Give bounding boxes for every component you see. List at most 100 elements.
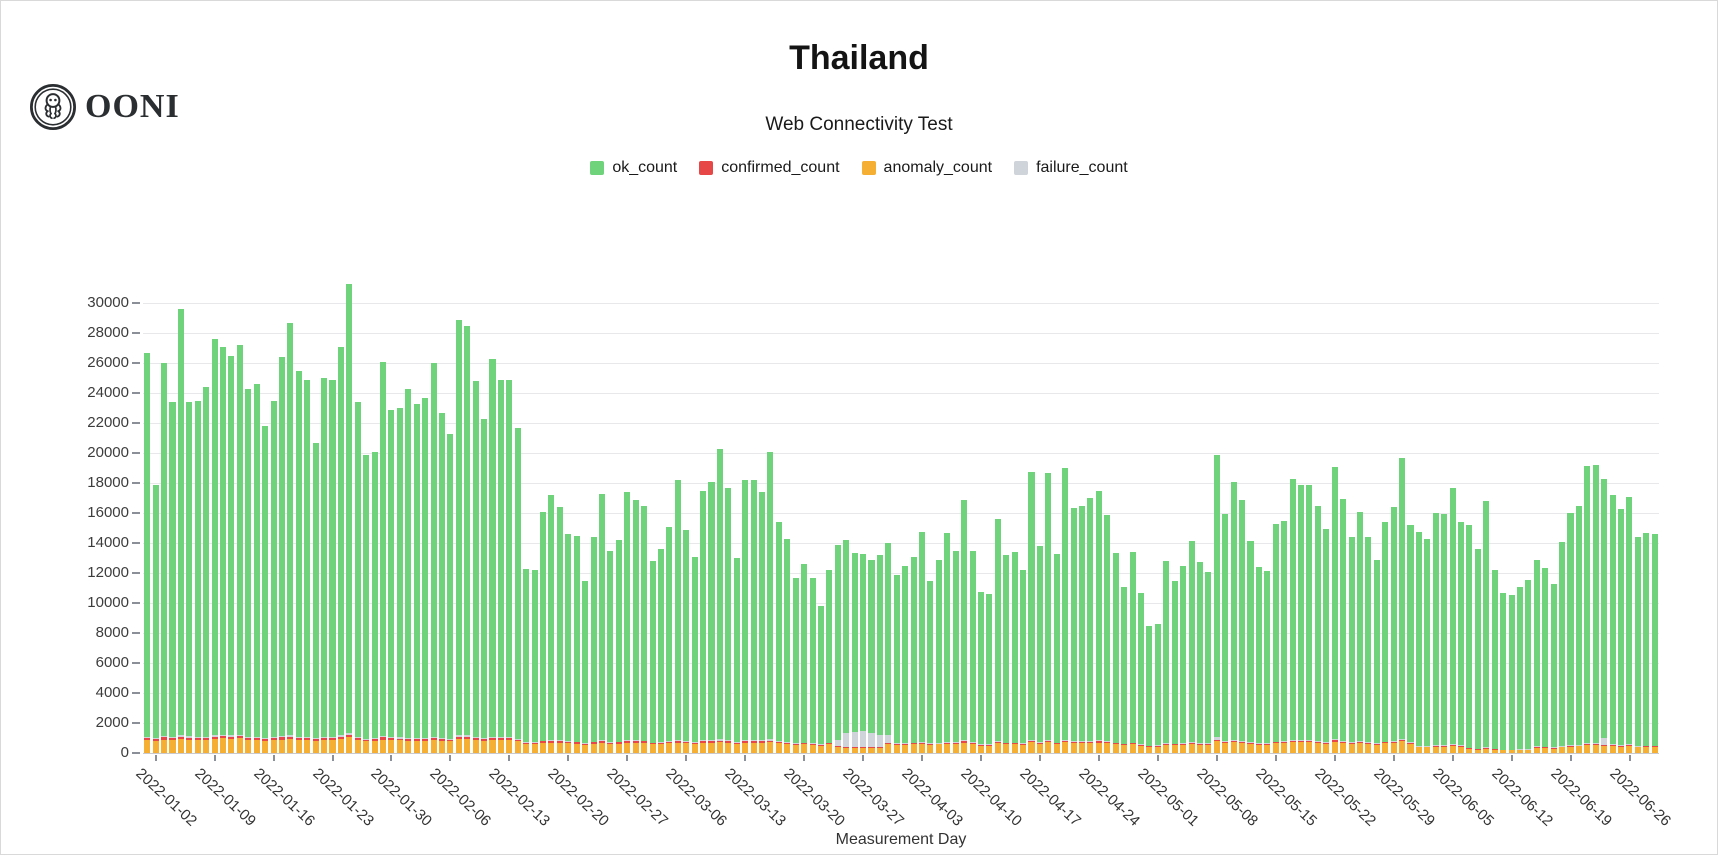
stacked-bar-day-96[interactable] <box>952 551 959 753</box>
stacked-bar-day-179[interactable] <box>1651 534 1658 753</box>
stacked-bar-day-24[interactable] <box>346 283 353 753</box>
stacked-bar-day-36[interactable] <box>447 433 454 753</box>
stacked-bar-day-134[interactable] <box>1272 523 1279 753</box>
stacked-bar-day-168[interactable] <box>1559 541 1566 753</box>
stacked-bar-day-20[interactable] <box>312 442 319 753</box>
stacked-bar-day-9[interactable] <box>219 346 227 753</box>
stacked-bar-day-52[interactable] <box>582 580 589 753</box>
stacked-bar-day-77[interactable] <box>792 577 799 753</box>
stacked-bar-day-34[interactable] <box>430 363 437 753</box>
stacked-bar-day-164[interactable] <box>1525 580 1532 753</box>
stacked-bar-day-42[interactable] <box>497 379 504 753</box>
stacked-bar-day-138[interactable] <box>1306 485 1313 753</box>
stacked-bar-day-4[interactable] <box>177 309 184 753</box>
stacked-bar-day-153[interactable] <box>1432 513 1439 753</box>
stacked-bar-day-39[interactable] <box>472 381 479 753</box>
stacked-bar-day-89[interactable] <box>893 575 900 753</box>
stacked-bar-day-61[interactable] <box>657 549 664 753</box>
stacked-bar-day-79[interactable] <box>809 577 816 753</box>
stacked-bar-day-2[interactable] <box>161 363 168 753</box>
stacked-bar-day-162[interactable] <box>1508 594 1515 753</box>
stacked-bar-day-81[interactable] <box>826 570 833 753</box>
stacked-bar-day-156[interactable] <box>1458 522 1465 753</box>
stacked-bar-day-54[interactable] <box>598 493 606 753</box>
stacked-bar-day-125[interactable] <box>1196 561 1203 753</box>
stacked-bar-day-111[interactable] <box>1079 505 1086 753</box>
stacked-bar-day-26[interactable] <box>363 454 370 753</box>
stacked-bar-day-121[interactable] <box>1163 561 1170 753</box>
stacked-bar-day-151[interactable] <box>1415 531 1422 753</box>
stacked-bar-day-149[interactable] <box>1399 457 1406 753</box>
stacked-bar-day-145[interactable] <box>1365 537 1372 753</box>
stacked-bar-day-133[interactable] <box>1264 570 1271 753</box>
stacked-bar-day-127[interactable] <box>1213 455 1220 753</box>
legend-item-ok_count[interactable]: ok_count <box>590 159 677 177</box>
stacked-bar-day-129[interactable] <box>1230 481 1237 753</box>
stacked-bar-day-28[interactable] <box>380 361 387 753</box>
stacked-bar-day-23[interactable] <box>337 346 344 753</box>
stacked-bar-day-17[interactable] <box>287 322 294 753</box>
stacked-bar-day-57[interactable] <box>624 492 631 753</box>
legend-item-anomaly_count[interactable]: anomaly_count <box>861 159 992 177</box>
stacked-bar-day-136[interactable] <box>1289 478 1296 753</box>
stacked-bar-day-131[interactable] <box>1247 540 1254 753</box>
stacked-bar-day-1[interactable] <box>152 484 159 753</box>
stacked-bar-day-90[interactable] <box>902 565 909 753</box>
stacked-bar-day-5[interactable] <box>186 402 193 753</box>
stacked-bar-day-118[interactable] <box>1137 593 1145 753</box>
legend-item-failure_count[interactable]: failure_count <box>1014 159 1128 177</box>
stacked-bar-day-12[interactable] <box>245 388 252 753</box>
stacked-bar-day-60[interactable] <box>649 561 656 753</box>
stacked-bar-day-68[interactable] <box>716 448 723 753</box>
stacked-bar-day-154[interactable] <box>1441 514 1448 753</box>
stacked-bar-day-123[interactable] <box>1180 565 1187 753</box>
stacked-bar-day-173[interactable] <box>1601 478 1608 753</box>
stacked-bar-day-132[interactable] <box>1255 567 1262 753</box>
stacked-bar-day-11[interactable] <box>236 345 243 753</box>
stacked-bar-day-169[interactable] <box>1567 513 1574 753</box>
stacked-bar-day-44[interactable] <box>514 427 521 753</box>
stacked-bar-day-69[interactable] <box>725 487 732 753</box>
stacked-bar-day-99[interactable] <box>977 591 984 753</box>
stacked-bar-day-120[interactable] <box>1154 624 1161 753</box>
stacked-bar-day-113[interactable] <box>1095 490 1102 753</box>
stacked-bar-day-62[interactable] <box>666 526 673 753</box>
stacked-bar-day-82[interactable] <box>834 544 841 753</box>
stacked-bar-day-21[interactable] <box>321 378 328 753</box>
stacked-bar-day-55[interactable] <box>607 550 614 753</box>
stacked-bar-day-102[interactable] <box>1003 555 1010 753</box>
stacked-bar-day-165[interactable] <box>1533 559 1540 753</box>
stacked-bar-day-40[interactable] <box>481 418 488 753</box>
stacked-bar-day-71[interactable] <box>742 480 749 753</box>
stacked-bar-day-97[interactable] <box>961 499 968 753</box>
stacked-bar-day-41[interactable] <box>489 358 496 753</box>
stacked-bar-day-31[interactable] <box>405 388 412 753</box>
stacked-bar-day-19[interactable] <box>304 379 311 753</box>
stacked-bar-day-80[interactable] <box>817 606 824 753</box>
stacked-bar-day-8[interactable] <box>211 339 218 753</box>
stacked-bar-day-75[interactable] <box>775 522 782 753</box>
stacked-bar-day-148[interactable] <box>1390 507 1397 753</box>
stacked-bar-day-37[interactable] <box>455 319 462 753</box>
stacked-bar-day-163[interactable] <box>1516 587 1523 753</box>
stacked-bar-day-6[interactable] <box>194 400 201 753</box>
stacked-bar-day-171[interactable] <box>1584 465 1591 753</box>
stacked-bar-day-144[interactable] <box>1356 511 1363 753</box>
stacked-bar-day-56[interactable] <box>615 540 622 753</box>
stacked-bar-day-110[interactable] <box>1070 507 1077 753</box>
stacked-bar-day-47[interactable] <box>540 511 547 753</box>
stacked-bar-day-175[interactable] <box>1618 508 1625 753</box>
stacked-bar-day-22[interactable] <box>329 379 336 753</box>
stacked-bar-day-155[interactable] <box>1449 487 1456 753</box>
legend-item-confirmed_count[interactable]: confirmed_count <box>699 159 840 177</box>
stacked-bar-day-72[interactable] <box>750 480 757 753</box>
stacked-bar-day-65[interactable] <box>691 556 698 753</box>
stacked-bar-day-74[interactable] <box>767 451 774 753</box>
stacked-bar-day-94[interactable] <box>935 559 942 753</box>
stacked-bar-day-73[interactable] <box>758 492 766 753</box>
stacked-bar-day-66[interactable] <box>700 490 707 753</box>
stacked-bar-day-53[interactable] <box>590 537 597 753</box>
stacked-bar-day-43[interactable] <box>506 379 513 753</box>
stacked-bar-day-7[interactable] <box>203 387 210 753</box>
stacked-bar-day-76[interactable] <box>784 538 791 753</box>
